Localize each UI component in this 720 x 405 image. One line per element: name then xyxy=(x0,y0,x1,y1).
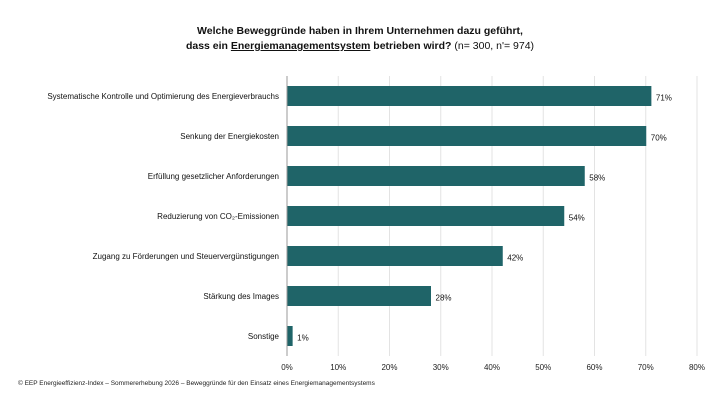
bar xyxy=(287,246,503,266)
value-label: 1% xyxy=(297,334,309,343)
x-tick-label: 0% xyxy=(281,363,293,372)
bar xyxy=(287,86,652,106)
value-label: 71% xyxy=(656,94,672,103)
x-tick-label: 30% xyxy=(433,363,449,372)
x-tick-label: 60% xyxy=(586,363,602,372)
category-label: Systematische Kontrolle und Optimierung … xyxy=(47,92,279,101)
value-label: 58% xyxy=(589,174,605,183)
value-label: 42% xyxy=(507,254,523,263)
title-line-2: dass ein Energiemanagementsystem betrieb… xyxy=(185,40,535,52)
footer-source: © EEP Energieeffizienz-Index – Sommererh… xyxy=(18,380,375,387)
chart-title: Welche Beweggründe haben in Ihrem Untern… xyxy=(0,24,720,54)
x-tick-label: 40% xyxy=(484,363,500,372)
x-tick-label: 80% xyxy=(689,363,705,372)
value-label: 70% xyxy=(651,134,667,143)
value-label: 54% xyxy=(569,214,585,223)
category-label: Erfüllung gesetzlicher Anforderungen xyxy=(148,172,279,181)
category-label: Senkung der Energiekosten xyxy=(180,132,279,141)
title-line-1: Welche Beweggründe haben in Ihrem Untern… xyxy=(197,25,523,37)
sample-size: (n= 300, n'= 974) xyxy=(451,40,535,52)
category-label: Sonstige xyxy=(248,332,280,341)
bar xyxy=(287,286,431,306)
category-label: Zugang zu Förderungen und Steuervergünst… xyxy=(93,252,279,261)
value-label: 28% xyxy=(436,294,452,303)
bar xyxy=(287,166,585,186)
bar xyxy=(287,206,565,226)
x-tick-label: 50% xyxy=(535,363,551,372)
title-term: Energiemanagementsystem xyxy=(230,40,371,52)
x-tick-label: 10% xyxy=(330,363,346,372)
bar xyxy=(287,326,293,346)
category-label: Stärkung des Images xyxy=(203,292,279,301)
x-tick-label: 70% xyxy=(638,363,654,372)
x-tick-label: 20% xyxy=(381,363,397,372)
category-label: Reduzierung von CO₂-Emissionen xyxy=(157,212,279,221)
bar xyxy=(287,126,647,146)
